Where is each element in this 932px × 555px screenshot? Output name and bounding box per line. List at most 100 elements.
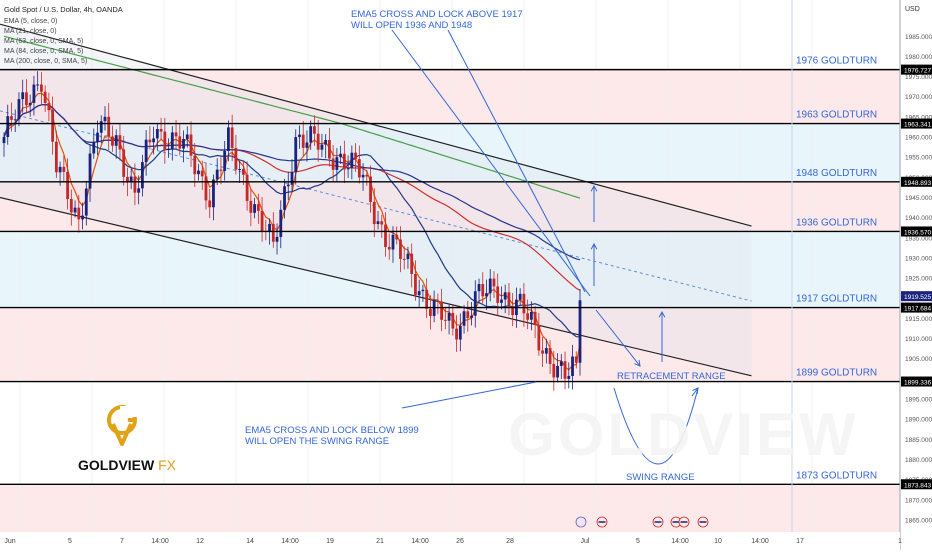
candle-body[interactable] [305, 142, 309, 148]
candle-body[interactable] [447, 312, 451, 321]
candle-body[interactable] [541, 350, 544, 354]
candle-body[interactable] [477, 284, 481, 292]
candle-body[interactable] [40, 84, 43, 92]
candle-body[interactable] [84, 188, 88, 216]
candle-body[interactable] [335, 157, 339, 170]
candle-body[interactable] [6, 116, 10, 138]
candle-body[interactable] [163, 131, 167, 151]
candle-body[interactable] [529, 311, 533, 320]
candle-body[interactable] [488, 278, 492, 294]
candle-body[interactable] [17, 99, 21, 120]
candle-body[interactable] [294, 137, 298, 173]
candle-body[interactable] [219, 169, 223, 171]
candle-body[interactable] [391, 234, 395, 250]
candle-body[interactable] [533, 311, 537, 326]
candle-body[interactable] [399, 239, 402, 259]
candle-body[interactable] [103, 116, 107, 122]
candle-body[interactable] [372, 201, 376, 225]
candle-body[interactable] [167, 148, 170, 151]
candle-body[interactable] [384, 224, 387, 247]
candle-body[interactable] [301, 134, 305, 148]
candle-body[interactable] [574, 356, 578, 363]
candle-body[interactable] [197, 170, 200, 175]
candle-body[interactable] [88, 153, 92, 189]
candle-body[interactable] [208, 200, 212, 208]
candle-body[interactable] [47, 102, 51, 111]
candle-body[interactable] [140, 162, 144, 189]
candle-body[interactable] [36, 84, 40, 86]
candle-body[interactable] [324, 139, 328, 145]
candle-body[interactable] [174, 132, 178, 137]
candle-body[interactable] [238, 169, 242, 171]
candle-body[interactable] [369, 176, 372, 202]
candle-body[interactable] [122, 149, 126, 177]
candle-body[interactable] [342, 153, 346, 170]
candle-body[interactable] [43, 91, 47, 103]
candle-body[interactable] [425, 289, 429, 309]
lightning-event-icon[interactable] [575, 516, 587, 528]
candle-body[interactable] [492, 278, 496, 287]
candle-body[interactable] [548, 348, 552, 364]
candle-body[interactable] [159, 129, 163, 132]
candle-body[interactable] [511, 306, 515, 316]
candle-body[interactable] [458, 325, 462, 340]
candle-body[interactable] [485, 293, 488, 297]
candle-body[interactable] [361, 174, 365, 178]
candle-body[interactable] [32, 84, 36, 103]
candle-body[interactable] [66, 171, 69, 200]
candle-body[interactable] [133, 176, 137, 193]
candle-body[interactable] [567, 375, 571, 379]
candle-body[interactable] [223, 150, 227, 171]
candle-body[interactable] [189, 134, 193, 156]
candle-body[interactable] [96, 132, 99, 142]
candle-body[interactable] [500, 299, 503, 303]
candle-body[interactable] [260, 210, 264, 232]
candle-body[interactable] [212, 179, 215, 208]
candle-body[interactable] [380, 221, 384, 225]
candle-body[interactable] [544, 348, 548, 354]
candle-body[interactable] [178, 136, 182, 149]
candle-body[interactable] [170, 132, 174, 149]
candle-body[interactable] [455, 328, 458, 340]
candle-body[interactable] [313, 126, 316, 134]
candle-body[interactable] [357, 159, 361, 178]
candle-body[interactable] [410, 253, 414, 275]
ma200-line[interactable] [3, 35, 581, 199]
candle-body[interactable] [2, 137, 6, 144]
candle-body[interactable] [507, 292, 511, 307]
candle-body[interactable] [387, 246, 391, 250]
candle-body[interactable] [241, 169, 245, 175]
candle-body[interactable] [470, 315, 473, 318]
candle-body[interactable] [193, 155, 197, 175]
candle-body[interactable] [298, 134, 301, 138]
candle-body[interactable] [275, 236, 279, 242]
candle-body[interactable] [256, 204, 260, 211]
candle-body[interactable] [365, 174, 369, 177]
candle-body[interactable] [526, 313, 530, 320]
candle-body[interactable] [54, 141, 58, 173]
candle-body[interactable] [421, 289, 425, 292]
channel-upper-line[interactable] [0, 23, 752, 227]
candle-body[interactable] [436, 300, 440, 302]
candle-body[interactable] [537, 325, 541, 351]
candle-body[interactable] [77, 207, 81, 220]
candle-body[interactable] [286, 184, 290, 187]
candle-body[interactable] [320, 144, 324, 150]
candle-body[interactable] [51, 110, 55, 142]
candle-body[interactable] [28, 102, 32, 106]
candle-body[interactable] [204, 176, 208, 201]
candle-body[interactable] [451, 312, 455, 329]
candle-body[interactable] [215, 169, 219, 180]
candle-body[interactable] [10, 116, 13, 120]
candle-body[interactable] [414, 274, 417, 296]
candle-body[interactable] [339, 153, 343, 158]
candle-body[interactable] [395, 234, 399, 240]
candle-body[interactable] [496, 286, 500, 303]
candle-body[interactable] [309, 126, 313, 143]
candle-body[interactable] [152, 138, 156, 143]
candle-body[interactable] [559, 361, 563, 366]
candle-body[interactable] [279, 209, 283, 237]
candle-body[interactable] [200, 170, 204, 177]
candle-body[interactable] [62, 166, 66, 172]
time-axis-bg[interactable] [0, 532, 900, 550]
